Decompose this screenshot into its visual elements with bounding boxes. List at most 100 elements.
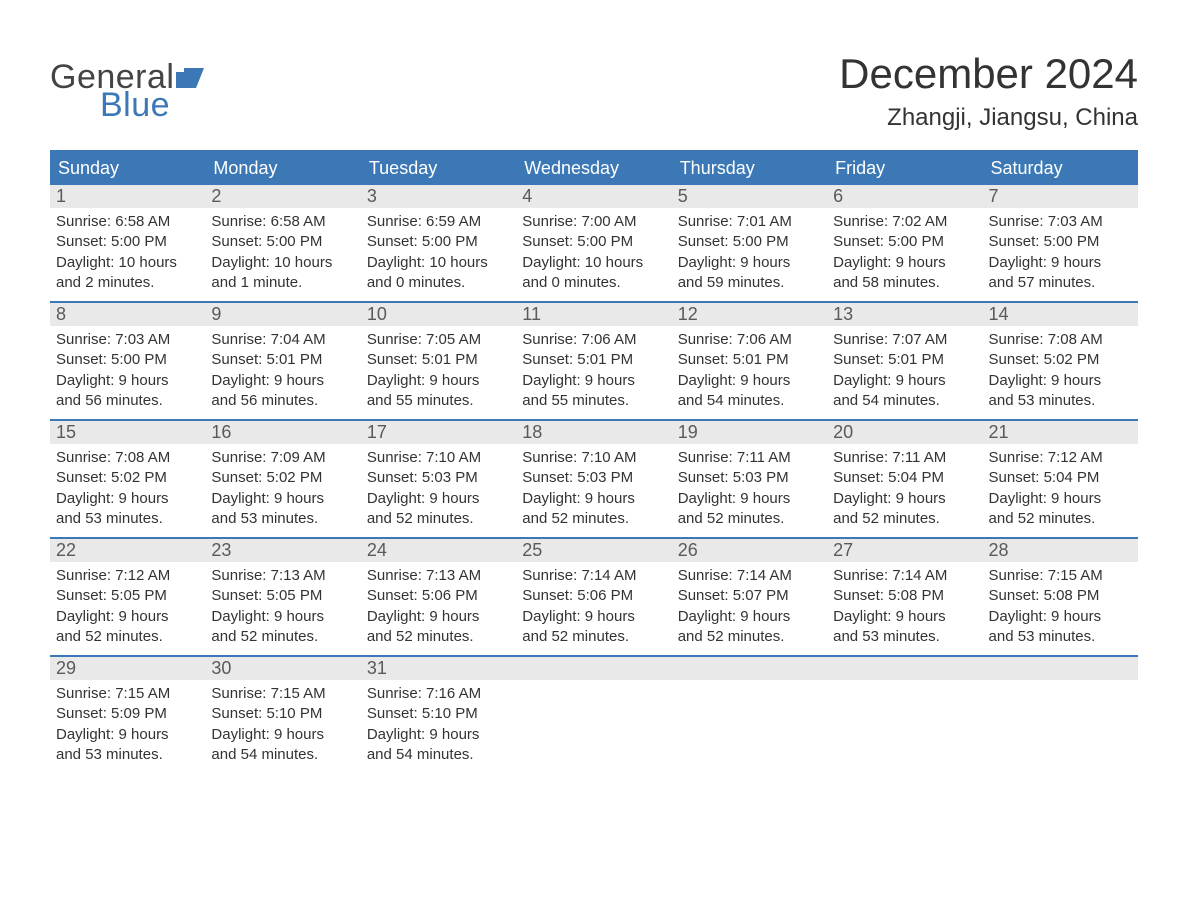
day-info-line: Sunset: 5:02 PM	[211, 468, 354, 488]
day-info-line: Sunset: 5:01 PM	[678, 350, 821, 370]
day-cell: Sunrise: 7:10 AMSunset: 5:03 PMDaylight:…	[516, 444, 671, 537]
day-info-line: Sunrise: 7:11 AM	[678, 448, 821, 468]
daynum-row: 293031	[50, 657, 1138, 680]
day-info-line: Sunrise: 7:15 AM	[211, 684, 354, 704]
weekday-header: Monday	[205, 152, 360, 185]
daynum-row: 15161718192021	[50, 421, 1138, 444]
day-info-line: Sunset: 5:02 PM	[56, 468, 199, 488]
page: General Blue December 2024 Zhangji, Jian…	[0, 0, 1188, 773]
day-info-line: Daylight: 9 hours	[522, 371, 665, 391]
day-info-line: Sunset: 5:03 PM	[678, 468, 821, 488]
calendar-week: 1234567Sunrise: 6:58 AMSunset: 5:00 PMDa…	[50, 185, 1138, 301]
day-info-line: Sunset: 5:00 PM	[56, 350, 199, 370]
day-info-line: Sunrise: 7:06 AM	[678, 330, 821, 350]
day-info-line: Daylight: 9 hours	[56, 725, 199, 745]
day-info-line: Daylight: 9 hours	[522, 489, 665, 509]
day-info-line: Sunrise: 7:06 AM	[522, 330, 665, 350]
day-info-line: Sunset: 5:10 PM	[211, 704, 354, 724]
day-info-line: Daylight: 10 hours	[56, 253, 199, 273]
day-info-line: Sunrise: 7:15 AM	[56, 684, 199, 704]
day-info-line: Daylight: 9 hours	[989, 607, 1132, 627]
day-info-line: Daylight: 9 hours	[367, 371, 510, 391]
day-info-line: Sunrise: 7:10 AM	[522, 448, 665, 468]
day-info-line: and 56 minutes.	[211, 391, 354, 411]
day-info-line: Sunset: 5:02 PM	[989, 350, 1132, 370]
day-number	[983, 657, 1138, 680]
daynum-row: 22232425262728	[50, 539, 1138, 562]
day-info-line: Sunset: 5:00 PM	[989, 232, 1132, 252]
day-info-line: Daylight: 9 hours	[833, 607, 976, 627]
day-info-line: Sunrise: 7:04 AM	[211, 330, 354, 350]
day-number: 24	[361, 539, 516, 562]
day-info-line: Sunset: 5:00 PM	[367, 232, 510, 252]
day-info-line: Sunset: 5:00 PM	[833, 232, 976, 252]
day-info-line: Sunset: 5:06 PM	[522, 586, 665, 606]
day-info-line: Daylight: 9 hours	[678, 607, 821, 627]
day-info-line: and 53 minutes.	[833, 627, 976, 647]
day-info-line: Sunrise: 7:02 AM	[833, 212, 976, 232]
day-info-line: Daylight: 9 hours	[989, 371, 1132, 391]
day-info-line: and 1 minute.	[211, 273, 354, 293]
day-number: 8	[50, 303, 205, 326]
day-cell: Sunrise: 6:59 AMSunset: 5:00 PMDaylight:…	[361, 208, 516, 301]
day-number: 11	[516, 303, 671, 326]
day-number: 9	[205, 303, 360, 326]
day-number: 30	[205, 657, 360, 680]
day-info-line: and 52 minutes.	[522, 509, 665, 529]
daynum-row: 1234567	[50, 185, 1138, 208]
day-number: 21	[983, 421, 1138, 444]
day-info-line: Daylight: 9 hours	[833, 371, 976, 391]
day-info-line: Sunrise: 7:12 AM	[989, 448, 1132, 468]
day-cell	[516, 680, 671, 773]
day-info-line: and 54 minutes.	[367, 745, 510, 765]
day-info-line: Sunrise: 7:07 AM	[833, 330, 976, 350]
location-label: Zhangji, Jiangsu, China	[839, 104, 1138, 132]
day-number: 19	[672, 421, 827, 444]
day-info-line: and 52 minutes.	[56, 627, 199, 647]
day-info-line: Daylight: 10 hours	[211, 253, 354, 273]
flag-icon	[176, 68, 204, 88]
day-number: 3	[361, 185, 516, 208]
day-number: 4	[516, 185, 671, 208]
day-info-line: Daylight: 9 hours	[56, 371, 199, 391]
day-info-line: and 53 minutes.	[56, 509, 199, 529]
day-info-line: Daylight: 9 hours	[522, 607, 665, 627]
day-info-line: and 0 minutes.	[522, 273, 665, 293]
day-info-line: Daylight: 9 hours	[678, 371, 821, 391]
day-info-line: and 0 minutes.	[367, 273, 510, 293]
day-info-line: Sunset: 5:03 PM	[367, 468, 510, 488]
day-info-line: Sunrise: 7:14 AM	[678, 566, 821, 586]
day-info-line: Sunset: 5:03 PM	[522, 468, 665, 488]
day-number: 15	[50, 421, 205, 444]
day-cell: Sunrise: 7:06 AMSunset: 5:01 PMDaylight:…	[516, 326, 671, 419]
day-info-line: Sunset: 5:09 PM	[56, 704, 199, 724]
day-cell: Sunrise: 7:14 AMSunset: 5:08 PMDaylight:…	[827, 562, 982, 655]
day-info-line: Daylight: 9 hours	[211, 725, 354, 745]
day-number: 13	[827, 303, 982, 326]
weekday-header: Thursday	[672, 152, 827, 185]
day-number	[672, 657, 827, 680]
daybody-row: Sunrise: 7:12 AMSunset: 5:05 PMDaylight:…	[50, 562, 1138, 655]
day-info-line: Daylight: 9 hours	[989, 253, 1132, 273]
day-number: 27	[827, 539, 982, 562]
day-number: 28	[983, 539, 1138, 562]
day-info-line: Sunrise: 7:13 AM	[367, 566, 510, 586]
day-info-line: Sunset: 5:05 PM	[211, 586, 354, 606]
day-number: 26	[672, 539, 827, 562]
day-number: 14	[983, 303, 1138, 326]
day-info-line: and 53 minutes.	[211, 509, 354, 529]
day-info-line: Sunset: 5:01 PM	[833, 350, 976, 370]
day-cell: Sunrise: 7:01 AMSunset: 5:00 PMDaylight:…	[672, 208, 827, 301]
day-info-line: Sunset: 5:00 PM	[56, 232, 199, 252]
day-number: 10	[361, 303, 516, 326]
day-info-line: Daylight: 9 hours	[833, 489, 976, 509]
day-info-line: Daylight: 9 hours	[678, 253, 821, 273]
day-info-line: Sunrise: 7:09 AM	[211, 448, 354, 468]
day-info-line: Sunset: 5:04 PM	[989, 468, 1132, 488]
day-info-line: Daylight: 9 hours	[367, 725, 510, 745]
day-info-line: Daylight: 10 hours	[522, 253, 665, 273]
day-cell: Sunrise: 7:11 AMSunset: 5:03 PMDaylight:…	[672, 444, 827, 537]
day-info-line: Daylight: 9 hours	[678, 489, 821, 509]
day-info-line: and 52 minutes.	[678, 509, 821, 529]
day-info-line: Daylight: 9 hours	[56, 607, 199, 627]
